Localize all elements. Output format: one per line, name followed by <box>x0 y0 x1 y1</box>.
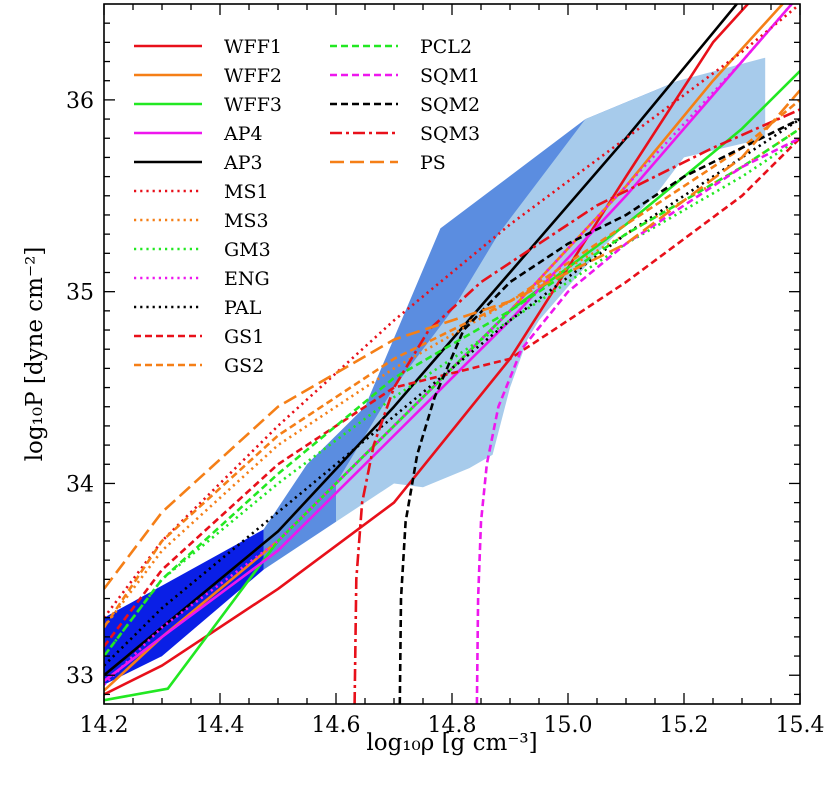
y-axis-label: log₁₀P [dyne cm⁻²] <box>22 247 48 462</box>
y-tick-label: 34 <box>66 472 94 497</box>
x-axis-label: log₁₀ρ [g cm⁻³] <box>366 730 537 756</box>
series-line-sqm2 <box>398 117 800 704</box>
x-tick-label: 14.8 <box>428 713 477 738</box>
legend-label-eng: ENG <box>224 268 270 290</box>
legend-label-wff2: WFF2 <box>224 65 282 87</box>
y-tick-label: 35 <box>66 281 94 306</box>
x-tick-label: 14.6 <box>312 713 361 738</box>
y-tick-label: 33 <box>66 664 94 689</box>
series-line-sqm3 <box>353 108 800 704</box>
legend-label-sqm2: SQM2 <box>420 94 480 116</box>
x-tick-label: 14.4 <box>196 713 245 738</box>
legend-label-gm3: GM3 <box>224 239 271 261</box>
tick-labels: 14.2 14.4 14.6 14.8 15.0 15.2 15.4 33 34 35 36 <box>66 89 824 738</box>
series-line-ms1 <box>104 4 800 619</box>
legend-label-pcl2: PCL2 <box>420 36 472 58</box>
legend-label-ap4: AP4 <box>223 123 263 145</box>
series-lines <box>104 4 800 704</box>
legend-label-pal: PAL <box>224 297 262 319</box>
legend-label-gs2: GS2 <box>224 355 264 377</box>
legend-label-sqm1: SQM1 <box>420 65 480 87</box>
legend-label-ap3: AP3 <box>223 152 263 174</box>
shaded-region-1 <box>104 529 264 685</box>
series-line-eng <box>104 4 794 686</box>
legend: WFF1 WFF2 WFF3 AP4 AP3 MS1 MS3 GM3 ENG PAL GS1 GS2 P… <box>134 36 480 377</box>
series-line-wff1 <box>104 4 750 696</box>
series-line-ap4 <box>104 4 794 683</box>
legend-label-ps: PS <box>420 152 446 174</box>
x-tick-label: 15.4 <box>776 713 825 738</box>
y-tick-label: 36 <box>66 89 94 114</box>
axis-ticks <box>103 4 801 704</box>
x-tick-label: 15.2 <box>660 713 709 738</box>
x-tick-label: 15.0 <box>544 713 593 738</box>
legend-label-wff1: WFF1 <box>224 36 282 58</box>
legend-label-ms3: MS3 <box>224 210 269 232</box>
series-line-gs2 <box>104 98 800 629</box>
series-line-ps <box>104 89 800 590</box>
legend-label-wff3: WFF3 <box>224 94 282 116</box>
x-tick-label: 14.2 <box>80 713 129 738</box>
legend-label-ms1: MS1 <box>224 181 269 203</box>
series-line-gs1 <box>104 137 800 648</box>
legend-label-gs1: GS1 <box>224 326 264 348</box>
series-line-pcl2 <box>104 127 800 657</box>
series-line-ms3 <box>104 127 800 629</box>
series-line-sqm1 <box>475 137 800 704</box>
legend-label-sqm3: SQM3 <box>420 123 480 145</box>
